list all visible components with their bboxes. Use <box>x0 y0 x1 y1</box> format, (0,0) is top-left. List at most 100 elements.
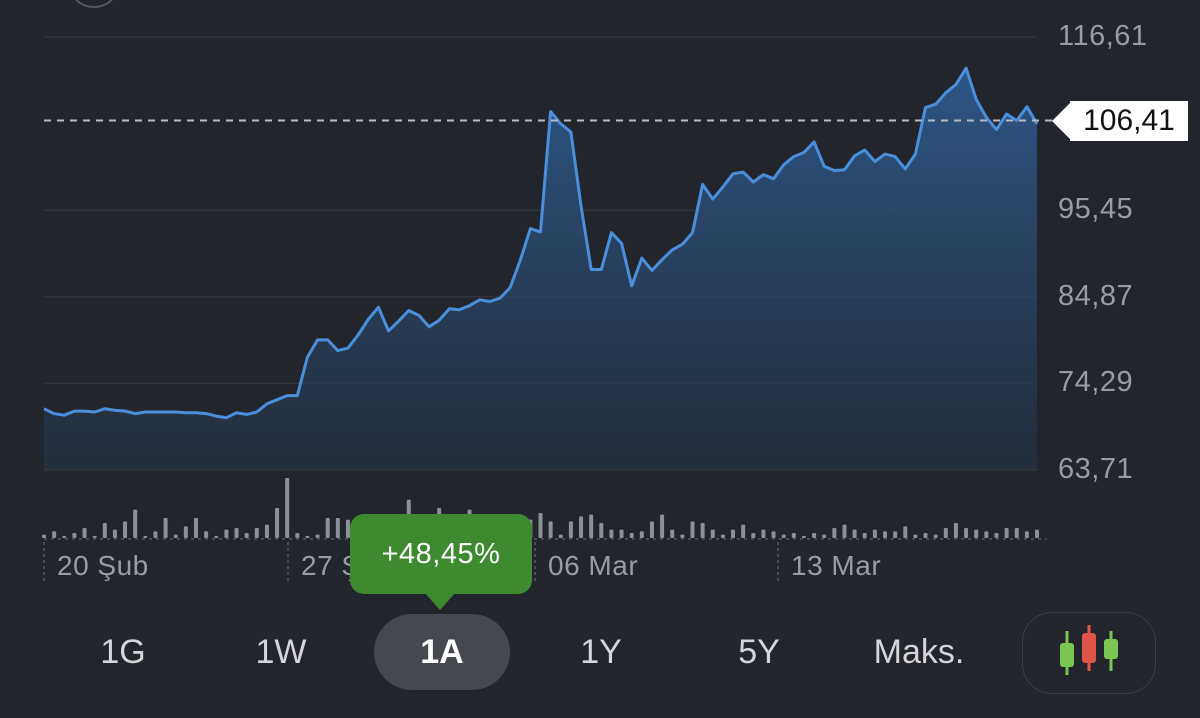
volume-bar <box>1035 529 1039 538</box>
volume-bar <box>660 514 665 538</box>
volume-bar <box>42 534 46 538</box>
volume-bar <box>852 529 857 538</box>
x-tick-label: 13 Mar <box>791 550 882 581</box>
volume-bar <box>872 529 877 538</box>
volume-bar <box>123 521 128 538</box>
volume-bar <box>558 534 563 538</box>
volume-bar <box>680 534 685 538</box>
volume-bar <box>193 518 198 538</box>
volume-bar <box>1004 528 1009 538</box>
range-button-1g[interactable]: 1G <box>100 633 146 671</box>
range-button-max[interactable]: Maks. <box>873 633 965 671</box>
volume-bar <box>254 528 259 538</box>
volume-bar <box>771 531 776 538</box>
volume-bar <box>264 524 269 538</box>
range-button-1y[interactable]: 1Y <box>580 633 622 671</box>
volume-bar <box>883 531 888 538</box>
volume-bar <box>710 529 715 538</box>
volume-bar <box>112 529 117 538</box>
volume-bar <box>52 531 57 538</box>
volume-bar <box>163 518 168 538</box>
volume-bar <box>305 536 310 538</box>
volume-bar <box>295 533 300 538</box>
y-tick-label: 116,61 <box>1058 20 1148 52</box>
volume-bar <box>700 523 705 538</box>
volume-bar <box>741 524 746 538</box>
volume-bar <box>761 529 766 538</box>
volume-bar <box>62 536 67 538</box>
volume-bar <box>842 524 847 538</box>
volume-bar <box>82 528 87 538</box>
volume-bar <box>720 534 725 538</box>
volume-bar <box>629 533 634 538</box>
price-chart[interactable] <box>0 0 1200 600</box>
volume-bar <box>822 534 827 538</box>
volume-bar <box>943 528 948 538</box>
y-tick-label: 95,45 <box>1058 193 1134 225</box>
volume-bar <box>275 508 280 538</box>
volume-bar <box>315 534 320 538</box>
volume-bar <box>234 528 239 538</box>
change-badge-tail <box>424 592 456 610</box>
y-tick-label: 63,71 <box>1058 453 1134 485</box>
volume-bar <box>731 529 736 538</box>
volume-bar <box>224 529 229 538</box>
volume-bar <box>102 523 107 538</box>
volume-bar <box>964 528 969 538</box>
volume-bar <box>609 529 614 538</box>
volume-bar <box>568 521 573 538</box>
volume-bar <box>670 529 675 538</box>
volume-bar <box>548 521 553 538</box>
price-line <box>43 66 1039 420</box>
volume-bar <box>143 536 148 538</box>
volume-bar <box>984 531 989 538</box>
volume-bar <box>690 521 695 538</box>
range-button-5y[interactable]: 5Y <box>738 633 780 671</box>
volume-bar <box>974 529 979 538</box>
volume-bar <box>173 534 178 538</box>
volume-bar <box>862 533 867 538</box>
volume-bar <box>325 518 330 538</box>
volume-bar <box>913 534 918 538</box>
volume-bar <box>903 526 908 538</box>
x-tick-label: 06 Mar <box>548 550 639 581</box>
volume-bar <box>994 533 999 538</box>
volume-bar <box>812 533 817 538</box>
range-button-1a[interactable]: 1A <box>374 614 510 690</box>
volume-bar <box>72 533 77 538</box>
volume-bar <box>345 519 350 538</box>
volume-bar <box>1014 528 1019 538</box>
change-percent-badge: +48,45% <box>350 514 532 594</box>
volume-bar <box>204 531 209 538</box>
volume-bar <box>649 521 654 538</box>
volume-bar <box>133 509 138 538</box>
volume-bar <box>781 534 786 538</box>
volume-bar <box>183 526 188 538</box>
volume-bar <box>538 513 543 538</box>
volume-bar <box>953 523 958 538</box>
y-tick-label: 74,29 <box>1058 366 1134 398</box>
x-tick-label: 20 Şub <box>57 550 149 581</box>
volume-bar <box>92 536 97 538</box>
volume-bar <box>244 533 249 538</box>
volume-bar <box>791 533 796 538</box>
price-area-fill <box>44 68 1037 470</box>
volume-bar <box>923 533 928 538</box>
volume-bar <box>1024 531 1029 538</box>
volume-bar <box>579 516 584 538</box>
volume-bar <box>832 528 837 538</box>
volume-bar <box>893 531 898 538</box>
volume-bar <box>619 529 624 538</box>
volume-bar <box>285 478 290 538</box>
volume-bar <box>153 531 158 538</box>
volume-bar <box>335 518 340 538</box>
volume-bar <box>589 514 594 538</box>
candlestick-icon <box>1060 625 1118 675</box>
candlestick-toggle-button[interactable] <box>1022 612 1156 694</box>
range-button-1w[interactable]: 1W <box>255 633 307 671</box>
current-price-label: 106,41 <box>1070 101 1188 141</box>
volume-bar <box>801 536 806 538</box>
volume-bar <box>933 534 938 538</box>
volume-bar <box>599 523 604 538</box>
